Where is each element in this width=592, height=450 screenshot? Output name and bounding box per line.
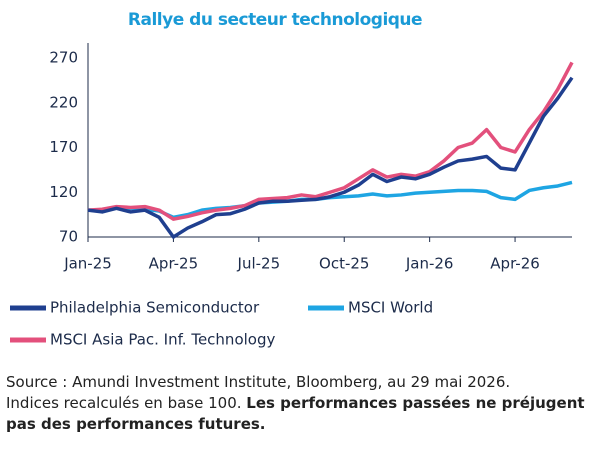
- x-tick-label: Apr-26: [490, 255, 540, 273]
- x-tick-label: Oct-25: [319, 255, 369, 273]
- series-line: [87, 61, 574, 221]
- source-line: Source : Amundi Investment Institute, Bl…: [6, 373, 511, 391]
- y-tick-label: 170: [49, 138, 78, 156]
- y-tick-label: 120: [49, 183, 78, 201]
- x-tick-label: Jan-25: [63, 255, 112, 273]
- disclaimer: Les performances passées ne préjugent pa…: [6, 394, 585, 433]
- legend-label: Philadelphia Semiconductor: [50, 299, 260, 317]
- y-tick-label: 270: [49, 49, 78, 67]
- x-tick-label: Jan-26: [405, 255, 454, 273]
- chart-title: Rallye du secteur technologique: [128, 10, 422, 30]
- legend-label: MSCI World: [348, 299, 433, 317]
- legend-label: MSCI Asia Pac. Inf. Technology: [50, 331, 275, 349]
- x-tick-label: Jul-25: [237, 255, 281, 273]
- y-tick-label: 70: [59, 228, 78, 246]
- y-tick-label: 220: [49, 93, 78, 111]
- x-tick-label: Apr-25: [149, 255, 199, 273]
- series-line: [87, 76, 574, 239]
- source-line: Indices recalculés en base 100.: [6, 394, 242, 412]
- chart: Rallye du secteur technologique 70 120 170…: [10, 10, 574, 349]
- source: Source : Amundi Investment Institute, Bl…: [6, 372, 588, 435]
